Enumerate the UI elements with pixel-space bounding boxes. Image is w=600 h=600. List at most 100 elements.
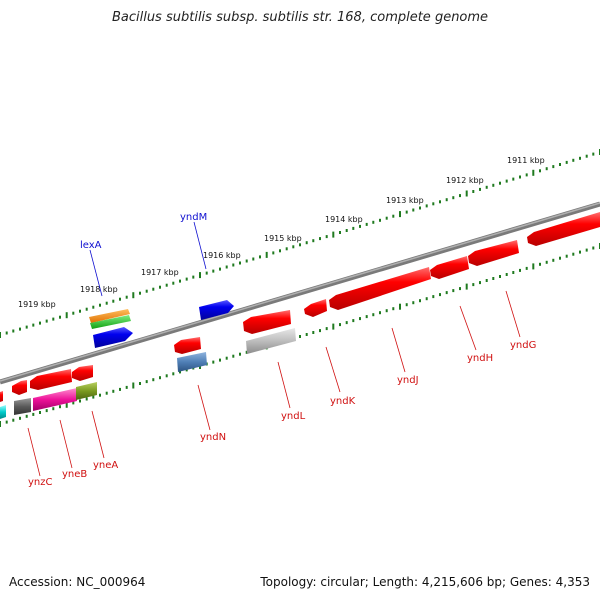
inner-minor-tick [372,313,375,317]
inner-minor-tick [479,281,481,285]
outer-minor-tick [305,241,308,245]
feature-red-edge[interactable] [0,391,3,402]
outer-minor-tick [325,235,328,239]
feature-steel-blue[interactable] [177,352,207,372]
scale-label-1913: 1913 kbp [386,196,424,205]
gene-ynzC-arrow[interactable] [12,380,27,395]
inner-major-tick [0,421,1,427]
inner-minor-tick [299,335,301,338]
outer-minor-tick [419,206,421,210]
inner-minor-tick [405,303,408,307]
gene-yndG-arrow[interactable] [527,212,600,246]
gene-yndM-arrow[interactable] [199,300,234,320]
inner-minor-tick [159,376,161,380]
inner-minor-tick [572,252,575,256]
map-title: Bacillus subtilis subsp. subtilis str. 1… [111,10,489,25]
scale-label-1917: 1917 kbp [141,268,179,277]
gene-yndJ-arrow[interactable] [329,267,431,310]
outer-minor-tick [525,173,528,177]
feature-pink[interactable] [33,388,77,411]
scale-label-1912: 1912 kbp [446,176,484,185]
gene-label-yndM[interactable]: yndM [180,212,207,223]
scale-ticks-outer [0,149,600,338]
outer-minor-tick [459,194,461,198]
feature-gray[interactable] [246,328,296,354]
inner-major-tick [65,401,68,408]
inner-major-tick [132,382,135,389]
inner-minor-tick [72,401,75,405]
scale-label-1911: 1911 kbp [507,156,545,165]
inner-major-tick [332,323,335,330]
gene-yndH-arrow[interactable] [430,256,469,279]
gene-yndN-arrow[interactable] [174,337,201,354]
inner-minor-tick [112,389,115,393]
gene-yndL-arrow[interactable] [243,310,291,334]
outer-minor-tick [152,287,155,291]
gene-label-yneA[interactable]: yneA [93,460,118,471]
outer-minor-tick [219,267,221,271]
gene-label-yndG[interactable]: yndG [510,340,536,351]
outer-minor-tick [359,224,361,228]
outer-minor-tick [272,251,275,255]
outer-minor-tick [145,289,148,293]
outer-minor-tick [245,259,248,263]
feature-dark-gray[interactable] [14,398,31,415]
inner-minor-tick [525,266,528,270]
inner-minor-tick [119,387,121,391]
outer-major-tick [199,272,201,279]
inner-minor-tick [139,382,141,385]
gene-yneB-arrow[interactable] [30,369,72,390]
gene-label-yndK[interactable]: yndK [330,396,356,407]
inner-minor-tick [519,268,521,272]
outer-minor-tick [352,226,355,230]
scale-label-1916: 1916 kbp [203,251,241,260]
gene-lexA-arrow[interactable] [93,327,133,348]
gene-label-yndL[interactable]: yndL [281,411,306,422]
outer-minor-tick [339,231,341,234]
outer-major-tick [532,169,535,176]
outer-minor-tick [545,167,548,171]
outer-minor-tick [519,175,521,179]
outer-minor-tick [12,329,15,333]
inner-minor-tick [219,358,221,362]
inner-minor-tick [5,420,8,424]
outer-minor-tick [552,165,555,169]
outer-minor-tick [232,263,235,267]
inner-major-tick [532,263,535,270]
minus-strand-features [0,212,600,402]
inner-minor-tick [552,258,555,262]
gene-label-yneB[interactable]: yneB [62,469,87,480]
feature-cyan[interactable] [0,405,6,419]
accession-text: Accession: NC_000964 [9,575,146,589]
gene-label-lexA[interactable]: lexA [80,240,102,251]
gene-label-yndJ[interactable]: yndJ [397,375,419,386]
inner-minor-tick [545,260,548,264]
scale-label-1919: 1919 kbp [18,300,56,309]
outer-minor-tick [192,275,195,279]
outer-minor-tick [119,297,121,301]
feature-orange[interactable] [89,309,130,323]
gene-label-yndH[interactable]: yndH [467,353,493,364]
inner-minor-tick [225,356,228,360]
gene-label-yndN[interactable]: yndN [200,432,226,443]
feature-green[interactable] [90,315,131,329]
gene-label-ynzC[interactable]: ynzC [28,477,53,488]
inner-minor-tick [539,262,541,266]
inner-minor-tick [12,418,15,422]
outer-minor-tick [379,218,381,222]
outer-minor-tick [345,229,348,232]
gene-yndK-arrow[interactable] [304,299,327,317]
gene-yndH2-arrow[interactable] [468,240,519,266]
outer-minor-tick [139,291,141,295]
outer-minor-tick [165,283,168,287]
outer-minor-tick [572,158,575,162]
inner-minor-tick [365,315,368,319]
inner-minor-tick [345,321,348,325]
outer-major-tick [65,312,68,319]
outer-minor-tick [372,220,375,224]
gene-yneA-arrow[interactable] [72,365,93,381]
outer-minor-tick [439,200,441,204]
feature-olive[interactable] [76,382,97,400]
minus-strand-features-row2 [0,328,296,419]
inner-minor-tick [145,380,148,384]
